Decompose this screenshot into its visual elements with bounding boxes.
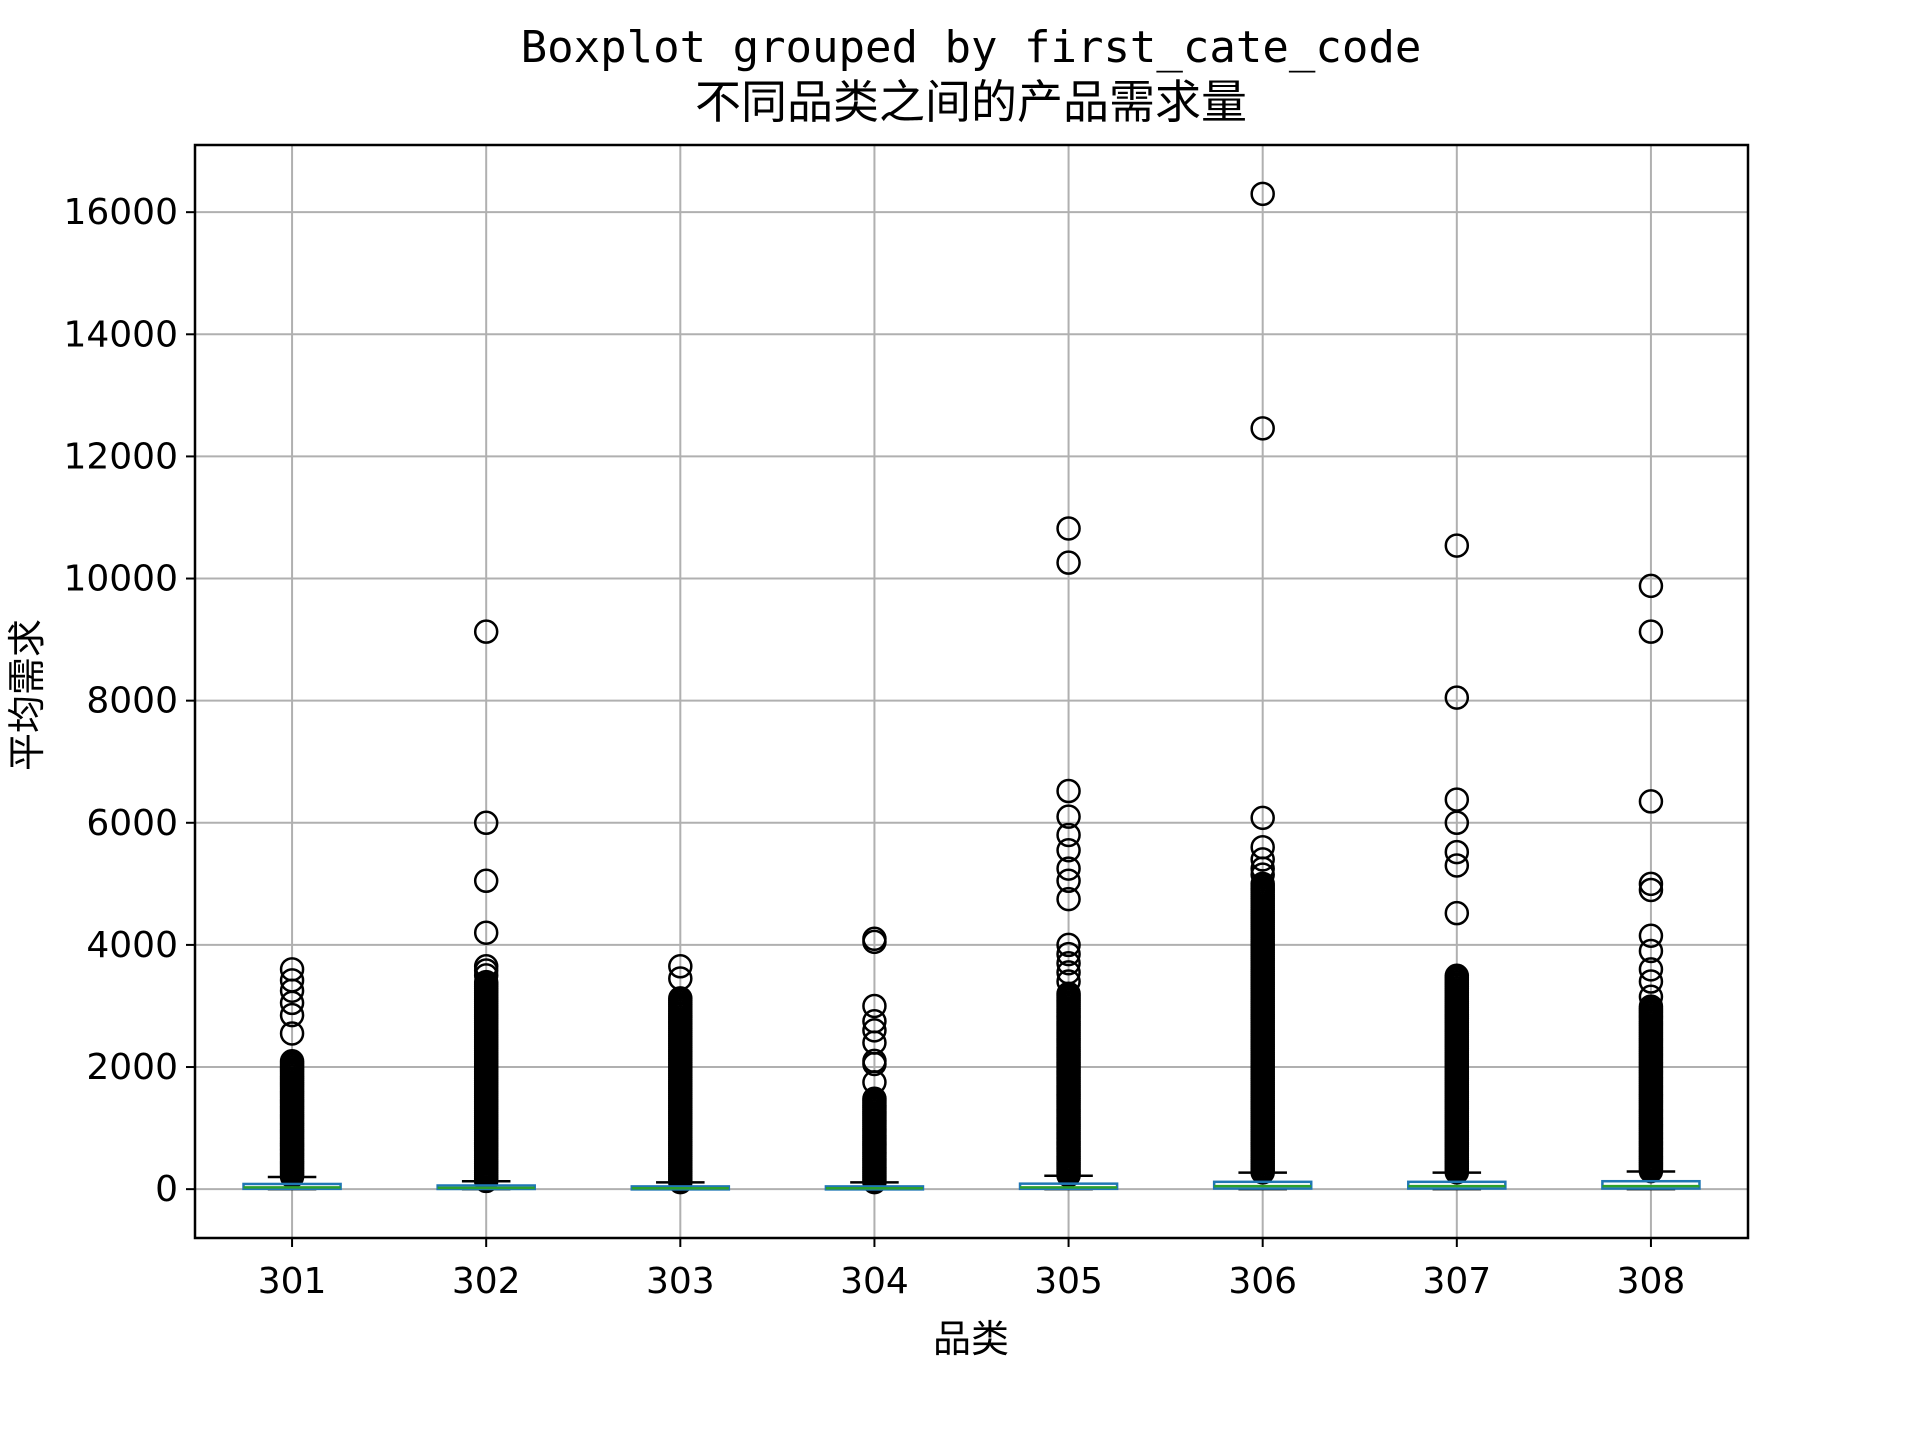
outlier-point [862,1048,887,1074]
outlier-point [1056,838,1081,863]
outlier-point [1444,963,1470,988]
outlier-point [1444,853,1470,878]
outlier-point [862,993,887,1019]
outlier-point [1444,900,1470,926]
y-tick-label: 10000 [63,559,178,600]
outlier-point [668,954,693,979]
chart-title: Boxplot grouped by first_cate_code [521,22,1422,73]
outlier-point [473,920,499,945]
outlier-point [1638,969,1664,994]
outlier-point [862,926,887,952]
x-tick-label: 307 [1422,1261,1491,1302]
outlier-point [1056,550,1081,575]
outlier-point [279,968,305,993]
outlier-point [1056,516,1081,541]
outlier-point [1444,839,1470,865]
x-tick-label: 301 [258,1261,327,1302]
chart-subtitle: 不同品类之间的产品需求量 [695,75,1247,129]
box-group-306 [1212,181,1313,1191]
outlier-point [279,1021,305,1046]
y-tick-label: 4000 [86,925,178,966]
outlier-point [862,1018,887,1043]
outlier-point [279,957,305,982]
outlier-point [1056,856,1081,881]
box-group-307 [1407,533,1507,1191]
outlier-point [1056,932,1081,958]
outlier-point [1638,984,1664,1010]
outlier-point [473,810,499,836]
outlier-point [1638,619,1664,644]
y-tick-label: 16000 [63,192,178,233]
outlier-point [1056,868,1081,894]
x-axis-label: 品类 [933,1317,1009,1361]
x-axis: 301 302 303 304 305 306 307 308 [258,1238,1686,1302]
x-tick-label: 303 [646,1261,715,1302]
outlier-point [1638,923,1664,948]
outlier-point [1638,573,1664,599]
box-group-308 [1601,573,1701,1191]
outlier-point [1056,804,1081,829]
outlier-point [1250,834,1275,860]
outlier-point [1250,181,1275,207]
y-tick-label: 8000 [86,681,178,722]
x-tick-label: 306 [1228,1261,1297,1302]
x-tick-label: 304 [840,1261,909,1302]
outlier-point [668,966,693,991]
outlier-point [473,868,499,894]
outlier-point [1056,950,1081,976]
outlier-point [1638,938,1664,964]
box-group-305 [1018,516,1119,1191]
y-tick-label: 0 [155,1169,178,1210]
outlier-point [1056,778,1081,804]
outlier-point [473,969,499,995]
outlier-point [1056,941,1081,967]
outlier-point [279,1002,305,1028]
outlier-point [1638,877,1664,903]
y-tick-label: 14000 [63,314,178,355]
outlier-point [668,986,693,1011]
outlier-point [1056,960,1081,985]
outlier-point [1250,805,1275,831]
y-tick-label: 12000 [63,436,178,477]
box-group-304 [824,926,925,1195]
y-tick-label: 2000 [86,1047,178,1088]
plot-area [242,181,1701,1195]
outlier-point [473,954,499,979]
outlier-point [1250,416,1275,441]
y-axis-label: 平均需求 [5,619,49,771]
outlier-point [1638,789,1664,814]
outlier-point [1638,871,1664,897]
outlier-point [279,1048,305,1074]
outlier-point [1250,871,1275,897]
x-tick-label: 308 [1617,1261,1686,1302]
outlier-point [1056,822,1081,848]
grid [195,145,1748,1238]
outlier-point [1250,862,1275,887]
outlier-point [1444,787,1470,812]
box-group-302 [436,619,536,1194]
box-group-303 [630,954,731,1195]
y-axis: 0 2000 4000 6000 8000 10000 12000 14000 16000 [63,192,195,1210]
y-tick-label: 6000 [86,803,178,844]
outlier-point [1250,847,1275,872]
outlier-point [1444,533,1470,558]
x-tick-label: 305 [1034,1261,1103,1302]
outlier-point [1638,957,1664,982]
outlier-point [862,1008,887,1034]
outlier-point [1056,886,1081,912]
outlier-point [862,1086,887,1112]
outlier-point [1444,685,1470,710]
box-group-301 [242,957,342,1191]
outlier-point [1638,994,1664,1019]
x-tick-label: 302 [452,1261,521,1302]
plot-frame [193,143,1750,1240]
outlier-point [1056,969,1081,994]
outlier-point [473,619,499,644]
